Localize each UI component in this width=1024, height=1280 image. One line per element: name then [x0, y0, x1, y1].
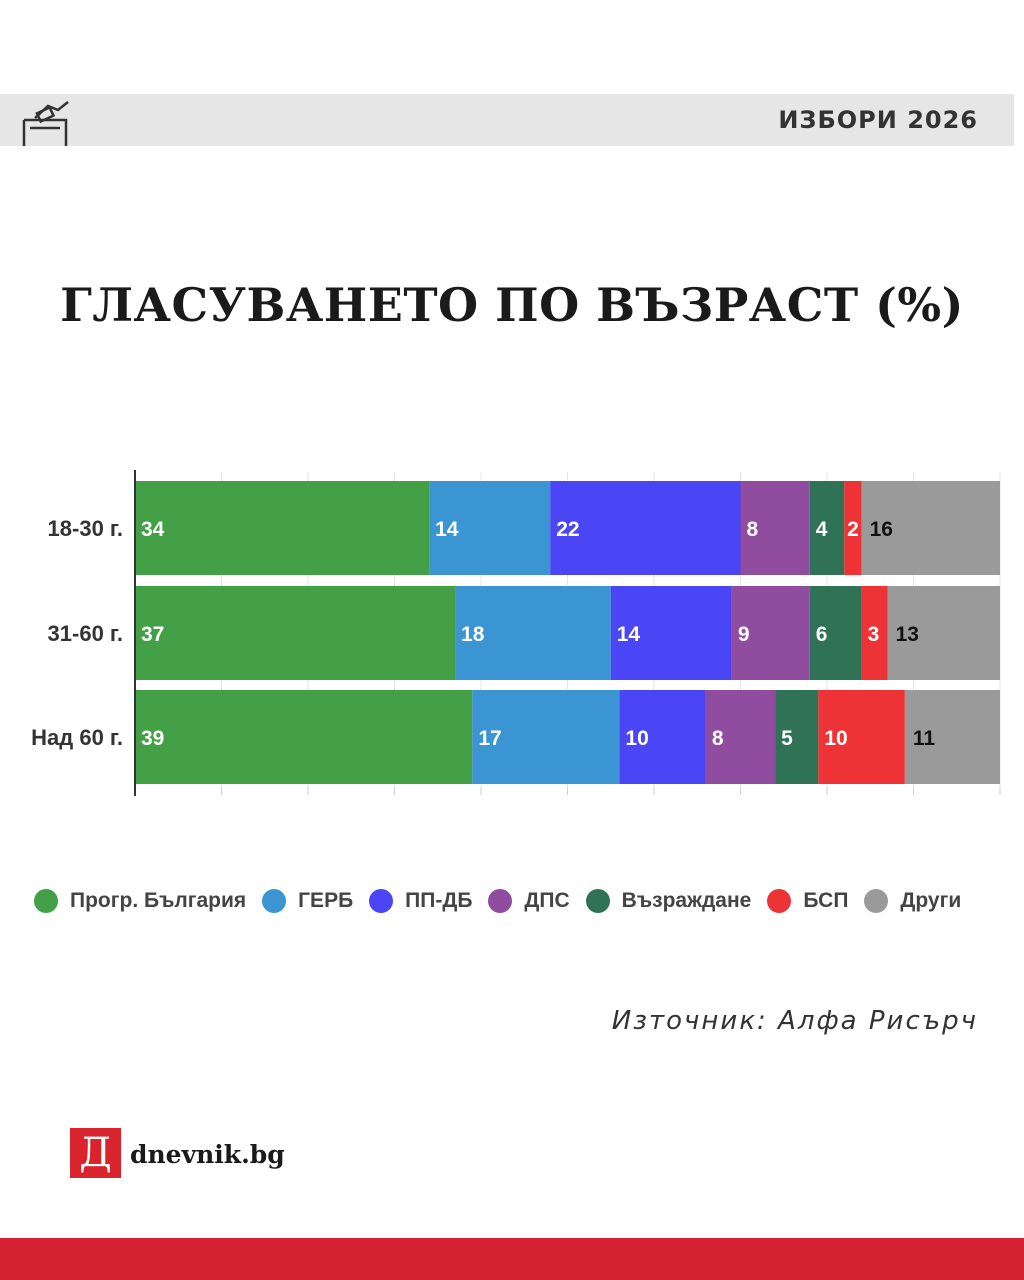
legend-label: ДПС [524, 889, 570, 912]
bar-segment [740, 481, 810, 575]
legend-swatch [369, 889, 394, 913]
bar-segment [429, 481, 551, 575]
bar-segment [455, 586, 611, 680]
footer-bar [0, 1238, 1024, 1280]
source-note: Източник: Алфа Рисърч [611, 1006, 978, 1036]
data-label: 14 [617, 623, 641, 646]
header-bar: ИЗБОРИ 2026 [0, 94, 1014, 146]
ballot-box-icon [22, 101, 69, 146]
bar-segment [887, 586, 1000, 680]
legend-label: Възраждане [621, 889, 752, 912]
bar-segment [775, 690, 819, 784]
bar-segment [904, 690, 1000, 784]
legend-item: ГЕРБ [262, 889, 353, 913]
legend-label: ГЕРБ [298, 889, 354, 912]
legend-swatch [262, 889, 287, 913]
bar-segment [844, 481, 862, 575]
data-label: 14 [435, 518, 459, 541]
bar-segment [135, 690, 473, 784]
category-label: 18-30 г. [48, 516, 123, 541]
category-label: 31-60 г. [48, 621, 123, 646]
legend-label: Други [900, 889, 962, 912]
bar-segment [619, 690, 706, 784]
data-label: 4 [816, 518, 828, 541]
header-label: ИЗБОРИ 2026 [778, 106, 978, 134]
data-label: 11 [913, 727, 936, 750]
data-label: 37 [141, 623, 164, 646]
legend-swatch [585, 889, 610, 913]
data-label: 16 [870, 518, 893, 541]
data-label: 18 [461, 623, 485, 646]
bar-segment [472, 690, 620, 784]
legend-item: БСП [767, 889, 848, 913]
legend-label: ПП-ДБ [405, 889, 473, 912]
chart-title: ГЛАСУВАНЕТО ПО ВЪЗРАСТ (%) [60, 278, 964, 332]
legend-item: Други [864, 889, 961, 913]
data-label: 10 [824, 727, 847, 750]
data-label: 10 [625, 727, 648, 750]
legend-item: ДПС [488, 889, 570, 913]
legend-swatch [488, 889, 513, 913]
stacked-bar-chart: 18-30 г. 34 14 22 8 4 2 16 31-60 г. 37 18 14 9 6 3 13 На… [31, 470, 1001, 796]
legend-swatch [34, 889, 58, 913]
bar-segment [135, 586, 456, 680]
data-label: 6 [816, 623, 828, 646]
bar-segment [135, 481, 430, 575]
category-label: Над 60 г. [31, 725, 123, 750]
data-label: 8 [747, 518, 759, 541]
dnevnik-logo: Д [70, 1128, 121, 1178]
bar-segment [705, 690, 776, 784]
legend-swatch [864, 889, 889, 913]
bar-segment [861, 481, 1000, 575]
bar-segment [809, 481, 845, 575]
legend-label: БСП [803, 889, 849, 912]
legend-label: Прогр. България [70, 889, 247, 912]
data-label: 5 [781, 727, 793, 750]
bar-segment [809, 586, 862, 680]
data-label: 13 [896, 623, 919, 646]
legend-swatch [767, 889, 792, 913]
data-label: 34 [141, 518, 165, 541]
bar-segment [861, 586, 888, 680]
chart-legend: Прогр. България ГЕРБ ПП-ДБ ДПС Възраждане БСП… [34, 884, 1014, 918]
legend-item: ПП-ДБ [369, 889, 472, 913]
bar-segment [550, 481, 741, 575]
data-label: 22 [556, 518, 579, 541]
data-label: 17 [478, 727, 501, 750]
bar-segment [731, 586, 810, 680]
bar-segment [818, 690, 905, 784]
bar-segment [610, 586, 732, 680]
legend-item: Възраждане [585, 889, 752, 913]
legend-item: Прогр. България [34, 889, 246, 913]
data-label: 3 [868, 623, 880, 646]
data-label: 2 [847, 518, 859, 541]
data-label: 9 [738, 623, 750, 646]
data-label: 8 [712, 727, 724, 750]
brand-name: dnevnik.bg [130, 1140, 285, 1169]
data-label: 39 [141, 727, 164, 750]
